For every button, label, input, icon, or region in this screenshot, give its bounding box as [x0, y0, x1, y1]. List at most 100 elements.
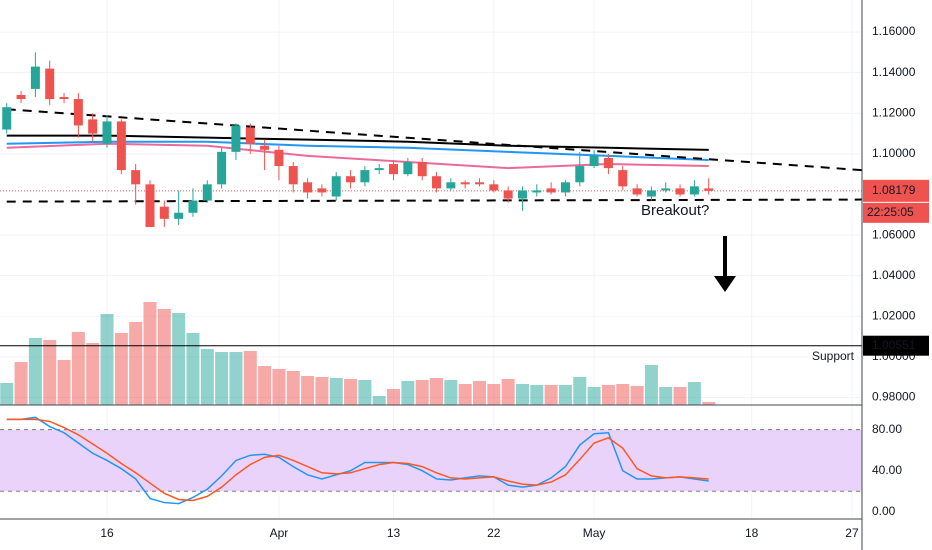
last-price-label: 1.08179	[872, 183, 916, 197]
x-tick-label: May	[583, 526, 606, 540]
x-tick-label: 22	[487, 526, 501, 540]
candle-body	[446, 182, 456, 189]
volume-bar	[57, 360, 71, 405]
volume-bar	[0, 383, 14, 405]
volume-bar	[630, 386, 644, 405]
y-tick-label: 1.12000	[872, 105, 916, 119]
candle-body	[317, 188, 327, 193]
volume-bar	[200, 349, 214, 405]
candle-body	[675, 188, 685, 195]
candle-body	[331, 176, 341, 197]
candle-body	[632, 188, 642, 195]
stoch-line	[6, 418, 709, 502]
y-tick-label: 0.00	[872, 504, 896, 518]
candle-body	[188, 200, 198, 213]
volume-bar	[43, 340, 57, 405]
volume-bar	[358, 380, 372, 405]
volume-bar	[344, 379, 358, 405]
candle-body	[575, 166, 585, 183]
x-tick-label: 18	[745, 526, 759, 540]
candle-body	[45, 68, 55, 100]
volume-bar	[601, 385, 615, 405]
candle-body	[59, 97, 69, 100]
support-label: 1.00551	[872, 338, 916, 352]
volume-bar	[501, 379, 515, 405]
volume-bar	[14, 362, 28, 405]
volume-bar	[329, 378, 343, 405]
volume-bar	[243, 351, 257, 405]
trendline	[6, 198, 863, 203]
candle-body	[346, 176, 356, 183]
support-text: Support	[812, 349, 855, 363]
y-tick-label: 1.06000	[872, 227, 916, 241]
volume-bar	[458, 384, 472, 405]
candle-body	[102, 121, 112, 144]
candle-body	[16, 95, 26, 100]
volume-bar	[28, 338, 42, 405]
y-tick-label: 1.02000	[872, 308, 916, 322]
candle-body	[374, 168, 384, 171]
y-tick-label: 1.16000	[872, 24, 916, 38]
volume-bar	[258, 366, 272, 405]
candle-body	[603, 157, 613, 169]
y-tick-label: 80.00	[872, 422, 902, 436]
annotation: Breakout?	[641, 202, 709, 219]
countdown-label: 22:25:05	[867, 205, 914, 219]
plot	[0, 0, 863, 519]
candle-body	[389, 164, 399, 175]
candle-body	[288, 166, 298, 185]
candle-body	[231, 125, 241, 152]
arrow-head	[714, 276, 736, 292]
stoch-line	[6, 416, 709, 505]
candle-body	[546, 188, 556, 193]
candle-body	[217, 151, 227, 185]
candle-body	[116, 121, 126, 171]
candle-body	[489, 184, 499, 191]
volume-bar	[215, 352, 229, 405]
volume-bar	[71, 332, 85, 405]
x-tick-label: 16	[100, 526, 114, 540]
candle-body	[303, 182, 313, 193]
y-tick-label: 1.14000	[872, 65, 916, 79]
candle-body	[159, 206, 169, 219]
volume-bar	[272, 369, 286, 405]
candle-body	[202, 184, 212, 201]
candle-body	[689, 186, 699, 195]
volume-bar	[616, 384, 630, 405]
candle-body	[560, 182, 570, 193]
volume-bar	[702, 402, 716, 405]
candle-body	[174, 212, 184, 219]
volume-bar	[515, 384, 529, 405]
volume-bar	[487, 384, 501, 405]
y-tick-label: 0.98000	[872, 390, 916, 404]
candle-body	[517, 190, 527, 199]
candle-body	[661, 188, 671, 191]
candle-body	[260, 145, 270, 150]
stoch-band	[0, 429, 862, 492]
volume-bar	[573, 377, 587, 405]
volume-bar	[444, 380, 458, 405]
volume-bar	[587, 387, 601, 405]
candle-body	[432, 176, 442, 189]
y-tick-label: 1.10000	[872, 146, 916, 160]
candle-body	[88, 119, 98, 134]
volume-bar	[157, 309, 171, 405]
volume-bar	[143, 302, 157, 405]
candle-body	[131, 170, 141, 185]
candle-body	[403, 162, 413, 175]
volume-bar	[472, 381, 486, 405]
volume-bar	[172, 313, 186, 405]
support-label-box	[863, 335, 929, 356]
volume-bar	[544, 385, 558, 405]
candle-body	[30, 66, 40, 89]
candle-body	[704, 188, 714, 191]
volume-bar	[372, 396, 386, 405]
x-tick-label: 27	[845, 526, 859, 540]
candle-body	[360, 170, 370, 183]
volume-bar	[114, 333, 128, 405]
volume-bar	[186, 333, 200, 405]
candle-body	[274, 149, 284, 167]
volume-bar	[286, 371, 300, 405]
candle-body	[417, 162, 427, 177]
candle-body	[589, 155, 599, 167]
